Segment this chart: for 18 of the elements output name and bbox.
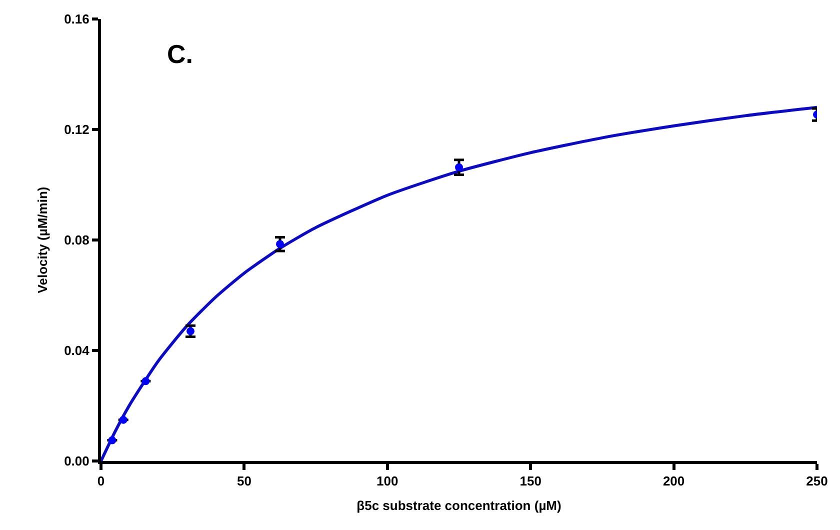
y-tick-label: 0.16	[64, 12, 90, 27]
x-tick-label: 0	[97, 474, 105, 489]
point	[142, 377, 150, 386]
x-tick-label: 150	[520, 474, 542, 489]
x-axis-title: β5c substrate concentration (µM)	[356, 498, 562, 514]
y-axis-title: Velocity (µM/min)	[35, 186, 50, 294]
point	[108, 436, 116, 444]
line-series	[101, 106, 817, 461]
point	[119, 416, 128, 424]
x-tick-label: 100	[376, 474, 398, 489]
x-tick-label: 50	[236, 474, 252, 489]
y-tick-label: 0.12	[64, 122, 90, 138]
y-tick-label: 0.04	[64, 343, 90, 358]
annotation: C.	[167, 39, 193, 69]
x-tick-label: 200	[662, 474, 685, 489]
y-tick-label: 0.08	[64, 232, 90, 248]
y-tick-label: 0.00	[64, 454, 90, 469]
x-tick-label: 250	[806, 474, 828, 489]
